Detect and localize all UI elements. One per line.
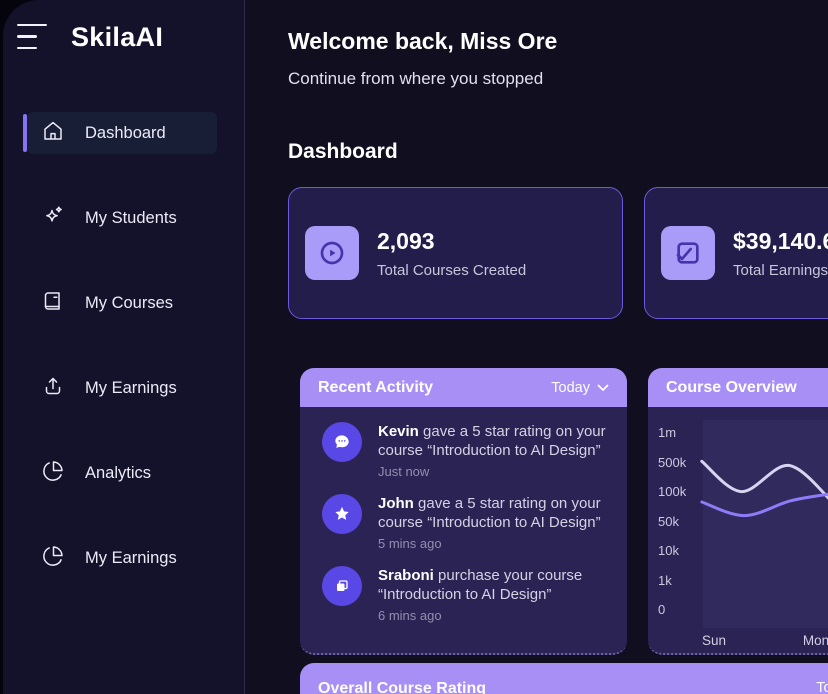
activity-text: Sraboni purchase your course “Introducti… xyxy=(378,567,583,603)
sidebar-item-my-students[interactable]: My Students xyxy=(27,197,217,239)
y-tick-label: 10k xyxy=(658,543,679,558)
sparkles-icon xyxy=(41,204,65,233)
book-icon xyxy=(41,289,65,318)
activity-time: Just now xyxy=(378,464,430,479)
sidebar-item-my-earnings-2[interactable]: My Earnings xyxy=(27,537,217,579)
stat-value: 2,093 xyxy=(377,227,435,254)
course-overview-chart: 0 1k 10k 50k 100k 500k 1m Sun Mon xyxy=(648,407,828,655)
sidebar-item-analytics[interactable]: Analytics xyxy=(27,452,217,494)
y-tick-label: 100k xyxy=(658,484,687,499)
y-tick-label: 1k xyxy=(658,572,672,588)
views-light-line xyxy=(700,459,828,500)
play-circle-icon xyxy=(305,226,359,280)
x-tick-label: Mon xyxy=(802,633,828,648)
activity-time: 6 mins ago xyxy=(378,608,442,623)
today-filter-dropdown[interactable]: Today xyxy=(816,680,828,694)
sidebar-item-label: My Earnings xyxy=(85,548,177,567)
page-title: Dashboard xyxy=(288,140,398,163)
menu-icon[interactable] xyxy=(17,20,49,54)
y-tick-label: 500k xyxy=(658,454,687,470)
line-chart xyxy=(700,459,828,518)
welcome-title: Welcome back, Miss Ore xyxy=(288,28,558,54)
activity-text: Kevin gave a 5 star rating on your cours… xyxy=(378,423,606,459)
stat-label: Total Earnings xyxy=(733,261,828,279)
sidebar-item-label: Analytics xyxy=(85,463,152,482)
stat-value: $39,140.6 xyxy=(733,227,828,254)
star-icon xyxy=(322,494,362,534)
brand-logo: SkilaAI xyxy=(71,21,164,52)
activity-text: John gave a 5 star rating on your course… xyxy=(378,495,601,531)
views-purple-line xyxy=(700,492,828,518)
sidebar-item-dashboard[interactable]: Dashboard xyxy=(23,112,217,154)
stat-card-total-courses: 2,093 Total Courses Created xyxy=(288,187,623,319)
sidebar-item-my-courses[interactable]: My Courses xyxy=(27,282,217,324)
panel-title: Recent Activity xyxy=(318,378,433,396)
recent-activity-header: Recent Activity Today xyxy=(300,368,627,407)
activity-item[interactable]: John gave a 5 star rating on your course… xyxy=(300,479,627,551)
sidebar-item-label: Dashboard xyxy=(85,123,166,142)
sidebar-item-label: My Students xyxy=(85,208,177,227)
panel-title: Overall Course Rating xyxy=(318,680,487,694)
sidebar-item-my-earnings[interactable]: My Earnings xyxy=(27,367,217,409)
panel-title: Course Overview xyxy=(666,378,797,396)
welcome-subtitle: Continue from where you stopped xyxy=(288,69,544,88)
y-tick-label: 0 xyxy=(658,602,666,617)
app-window: SkilaAI Dashboard My Students My Courses xyxy=(3,0,828,694)
stat-card-total-earnings: $39,140.6 Total Earnings xyxy=(644,187,828,319)
upload-icon xyxy=(41,374,65,403)
sidebar-nav: Dashboard My Students My Courses My Earn… xyxy=(3,112,245,622)
sidebar: SkilaAI Dashboard My Students My Courses xyxy=(3,0,245,694)
activity-time: 5 mins ago xyxy=(378,536,442,551)
activity-item[interactable]: Kevin gave a 5 star rating on your cours… xyxy=(300,407,627,479)
x-tick-label: Sun xyxy=(701,633,727,648)
recent-activity-panel: Recent Activity Today Kevin gave a 5 sta… xyxy=(300,368,627,655)
sidebar-item-label: My Courses xyxy=(85,293,174,312)
sidebar-item-label: My Earnings xyxy=(85,378,177,397)
course-overview-panel: Course Overview 0 1k 10k 50k 100k 500k 1m Sun M… xyxy=(648,368,828,655)
chevron-down-icon xyxy=(597,384,609,391)
home-icon xyxy=(41,119,65,148)
course-overview-header: Course Overview xyxy=(648,368,828,407)
check-square-icon xyxy=(661,226,715,280)
pie-chart-icon xyxy=(41,459,65,488)
chat-icon xyxy=(322,422,362,462)
activity-item[interactable]: Sraboni purchase your course “Introducti… xyxy=(300,551,627,623)
stat-label: Total Courses Created xyxy=(377,261,527,279)
y-tick-label: 1m xyxy=(658,425,677,440)
today-filter-dropdown[interactable]: Today xyxy=(551,380,609,396)
pie-chart-icon xyxy=(41,544,65,573)
chart-plot-area xyxy=(700,420,828,628)
y-tick-label: 50k xyxy=(658,513,679,529)
main-content: Welcome back, Miss Ore Continue from whe… xyxy=(246,0,828,694)
overall-course-rating-panel: Overall Course Rating Today xyxy=(300,663,828,694)
copy-icon xyxy=(322,566,362,606)
recent-activity-list: Kevin gave a 5 star rating on your cours… xyxy=(300,407,627,655)
